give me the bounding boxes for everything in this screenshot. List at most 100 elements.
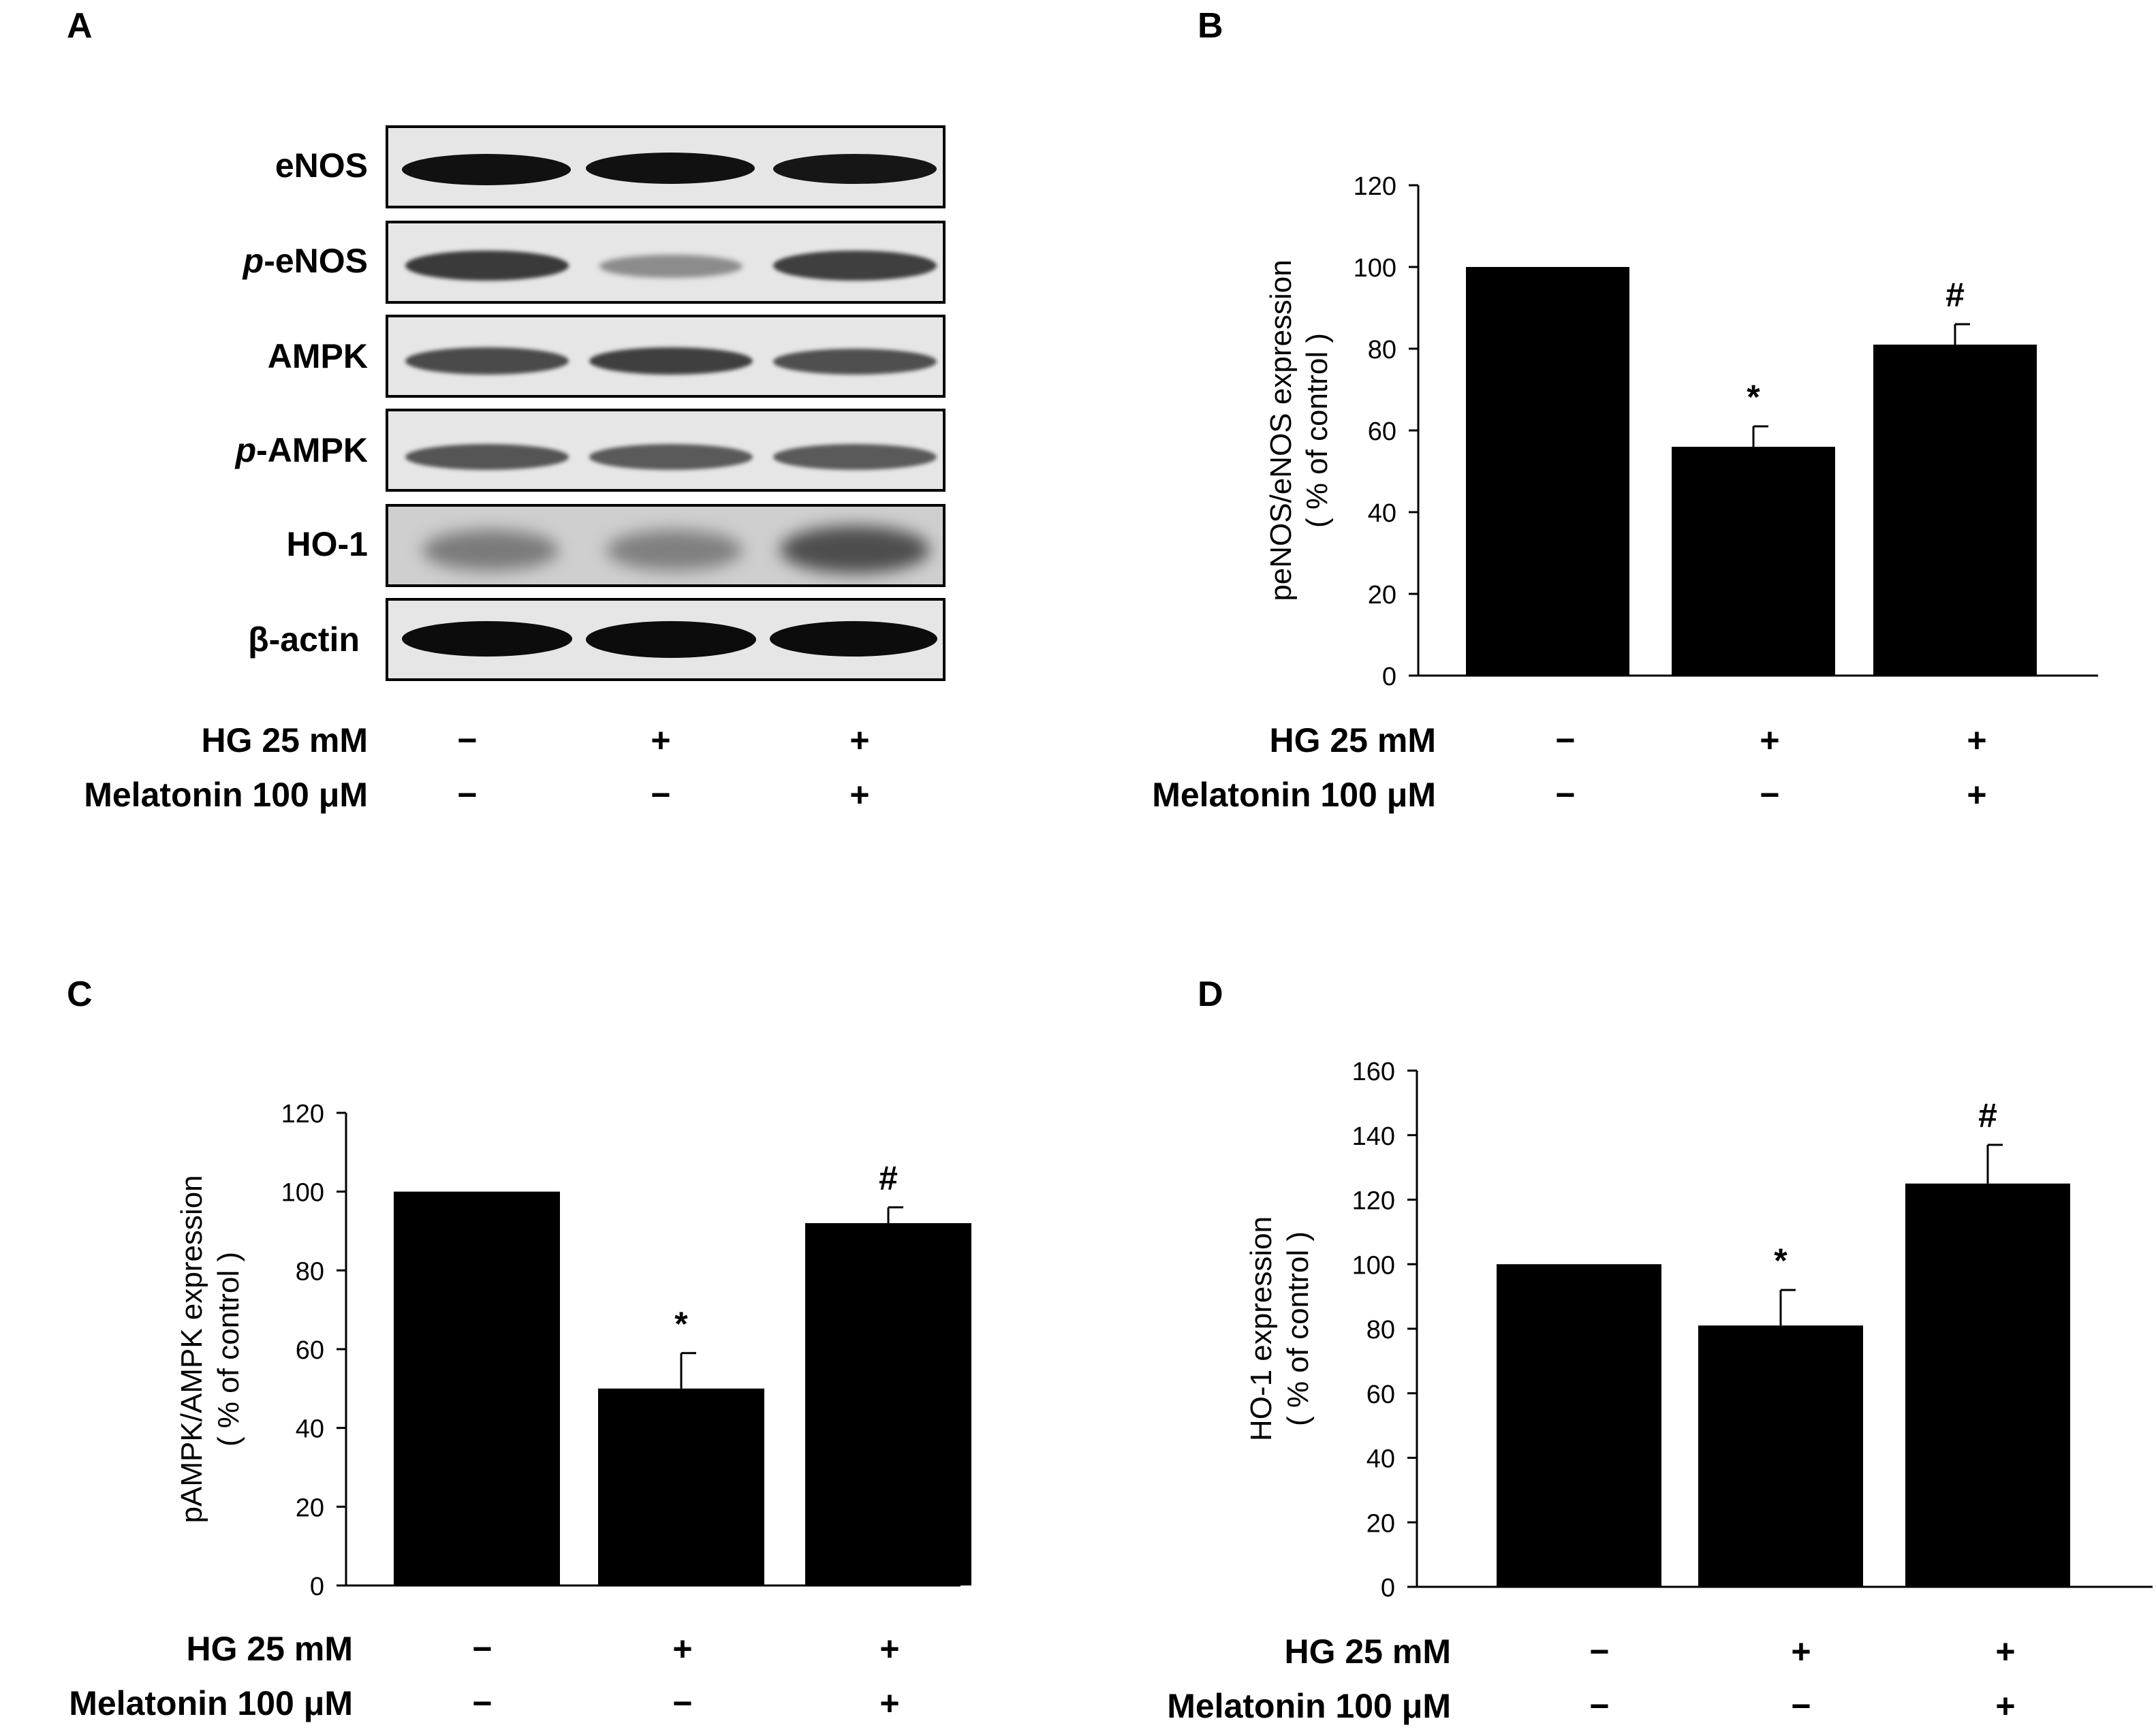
blot-band <box>589 444 753 470</box>
blot-strip-enos <box>386 125 946 208</box>
panel-c-letter: C <box>67 975 93 1014</box>
y-tick-label-c: 120 <box>281 1100 324 1129</box>
bar-d <box>1698 1325 1863 1587</box>
hg-sign: − <box>457 721 478 759</box>
blot-strip-ampk <box>386 315 946 398</box>
y-tick-label-b: 0 <box>1382 663 1396 691</box>
y-tick-label-d: 160 <box>1352 1058 1395 1086</box>
hg-sign: − <box>1555 721 1576 759</box>
hg-sign: + <box>1791 1632 1811 1671</box>
blot-label-enos: eNOS <box>275 146 368 185</box>
hg-label: HG 25 mM <box>1284 1632 1451 1671</box>
y-tick-label-d: 20 <box>1366 1509 1395 1538</box>
blot-band <box>586 621 756 658</box>
y-tick-label-d: 40 <box>1366 1445 1395 1474</box>
hg-sign: + <box>1995 1632 2016 1671</box>
y-axis-subtitle-c: ( % of control ) <box>212 1252 245 1447</box>
bar-c <box>598 1388 764 1585</box>
y-axis-subtitle-b: ( % of control ) <box>1300 333 1334 528</box>
hg-sign: + <box>672 1630 693 1668</box>
hg-sign: + <box>651 721 671 759</box>
melatonin-sign: + <box>1967 776 1987 814</box>
y-tick-label-c: 100 <box>281 1179 324 1208</box>
y-tick-label-b: 100 <box>1354 254 1396 283</box>
panel-b-letter: B <box>1198 6 1223 46</box>
y-tick-label-c: 80 <box>296 1257 324 1286</box>
y-axis-title-b: peNOS/eNOS expression <box>1264 259 1298 601</box>
bar-d <box>1497 1264 1661 1587</box>
hg-label: HG 25 mM <box>201 721 368 759</box>
y-tick-label-d: 60 <box>1366 1380 1395 1409</box>
significance-marker-b: * <box>1747 378 1760 416</box>
y-tick-label-b: 80 <box>1368 336 1396 364</box>
bar-c <box>805 1222 971 1585</box>
bar-b <box>1672 447 1835 676</box>
significance-marker-c: * <box>674 1305 688 1343</box>
blot-label-beta-actin: β-actin <box>248 620 360 659</box>
melatonin-sign: + <box>879 1684 900 1722</box>
significance-marker-b: # <box>1946 276 1965 314</box>
melatonin-sign: − <box>1589 1687 1610 1725</box>
blot-band <box>770 621 937 657</box>
significance-marker-d: # <box>1978 1096 1997 1135</box>
bar-c <box>394 1191 560 1585</box>
bar-d <box>1905 1183 2070 1587</box>
blot-band <box>780 526 930 573</box>
melatonin-label: Melatonin 100 μM <box>1152 776 1436 814</box>
y-tick-label-d: 140 <box>1352 1122 1395 1151</box>
y-axis-title-c: pAMPK/AMPK expression <box>175 1175 208 1523</box>
hg-label: HG 25 mM <box>186 1630 353 1668</box>
blot-band <box>773 349 937 375</box>
blot-strip-beta-actin <box>386 598 946 681</box>
hg-sign: + <box>879 1630 900 1668</box>
significance-marker-d: * <box>1774 1242 1787 1280</box>
blot-band <box>773 444 937 470</box>
hg-sign: − <box>472 1630 493 1668</box>
blot-strip-p-enos <box>386 221 946 304</box>
blot-label-p-enos: p-eNOS <box>243 242 368 280</box>
blot-band <box>402 621 572 657</box>
melatonin-sign: − <box>1555 776 1576 814</box>
melatonin-label: Melatonin 100 μM <box>69 1684 353 1722</box>
hg-sign: − <box>1589 1632 1610 1671</box>
melatonin-sign: − <box>672 1684 693 1722</box>
blot-band <box>422 530 559 571</box>
blot-band <box>606 530 743 571</box>
hg-sign: + <box>849 721 870 759</box>
melatonin-sign: − <box>1760 776 1780 814</box>
blot-band <box>405 347 569 375</box>
hg-label: HG 25 mM <box>1269 721 1436 759</box>
y-axis-subtitle-d: ( % of control ) <box>1281 1231 1315 1426</box>
melatonin-sign: − <box>1791 1687 1811 1725</box>
bar-b <box>1873 345 2037 676</box>
blot-strip-p-ampk <box>386 409 946 492</box>
y-axis-title-d: HO-1 expression <box>1245 1216 1278 1441</box>
bar-b <box>1466 267 1629 676</box>
y-tick-label-b: 40 <box>1368 499 1396 528</box>
blot-band <box>586 153 755 184</box>
hg-sign: + <box>1760 721 1780 759</box>
y-tick-label-b: 20 <box>1368 581 1396 610</box>
melatonin-sign: + <box>849 776 870 814</box>
y-tick-label-d: 100 <box>1352 1251 1395 1280</box>
y-tick-label-c: 20 <box>296 1494 324 1522</box>
y-tick-label-c: 40 <box>296 1415 324 1444</box>
y-tick-label-c: 60 <box>296 1336 324 1365</box>
y-tick-label-c: 0 <box>310 1573 324 1601</box>
y-tick-label-b: 120 <box>1354 172 1396 201</box>
significance-marker-c: # <box>879 1159 898 1197</box>
blot-band <box>402 154 571 185</box>
melatonin-sign: − <box>457 776 478 814</box>
panel-a-letter: A <box>67 6 93 46</box>
y-tick-label-d: 120 <box>1352 1187 1395 1216</box>
melatonin-label: Melatonin 100 μM <box>1167 1687 1451 1725</box>
blot-strip-ho1 <box>386 504 946 587</box>
blot-band <box>405 444 569 470</box>
blot-band <box>773 154 937 184</box>
melatonin-sign: − <box>651 776 671 814</box>
blot-band <box>773 251 937 281</box>
blot-band <box>589 347 753 375</box>
hg-sign: + <box>1967 721 1987 759</box>
y-tick-label-d: 0 <box>1381 1574 1395 1603</box>
